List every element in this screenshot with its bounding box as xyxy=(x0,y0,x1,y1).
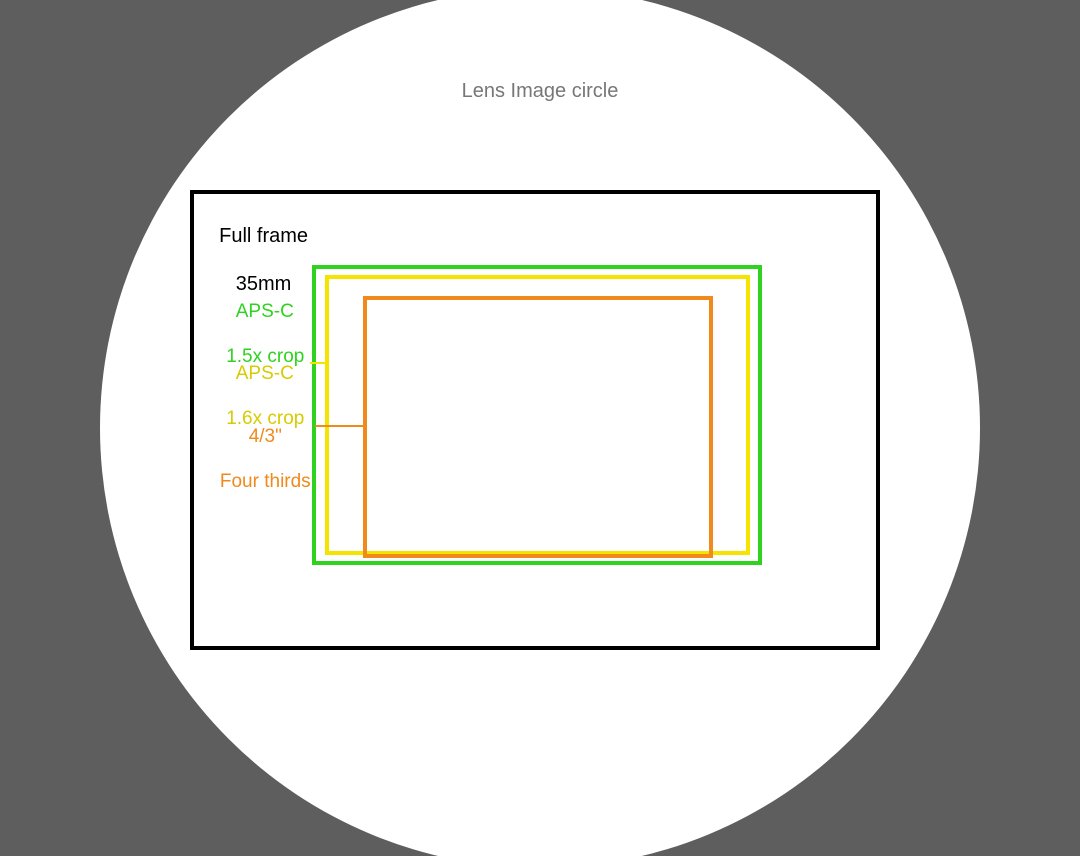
apsc-15-label-line1: APS-C xyxy=(236,301,294,322)
four-thirds-label-line2: Four thirds xyxy=(220,471,311,492)
diagram-title: Lens Image circle xyxy=(0,80,1080,103)
full-frame-label-line1: Full frame xyxy=(219,225,308,247)
four-thirds-label-line1: 4/3" xyxy=(249,426,282,447)
four-thirds-label: 4/3" Four thirds xyxy=(200,403,320,494)
apsc-16-label-line1: APS-C xyxy=(236,363,294,384)
apsc-16-connector xyxy=(310,362,325,364)
four-thirds-rect xyxy=(363,296,713,558)
four-thirds-connector xyxy=(315,425,363,427)
